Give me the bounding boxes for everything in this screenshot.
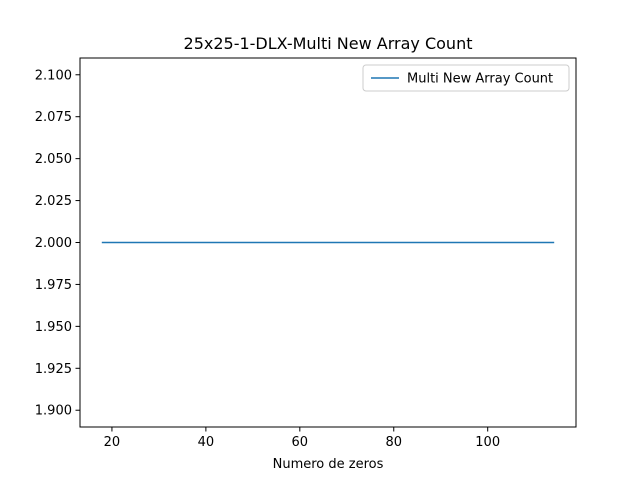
- y-axis: 1.900 1.925 1.950 1.975 2.000 2.025 2.050 2.075…: [35, 68, 80, 419]
- legend: Multi New Array Count: [362, 64, 570, 92]
- y-tick-label: 2.025: [35, 194, 72, 209]
- plot-area: [79, 57, 577, 428]
- y-tick-label: 1.925: [35, 362, 72, 377]
- x-tick-label: 20: [104, 435, 121, 450]
- y-tick-label: 2.050: [35, 152, 72, 167]
- y-tick-label: 2.000: [35, 236, 72, 251]
- y-tick-label: 1.975: [35, 278, 72, 293]
- legend-box: [362, 64, 570, 92]
- chart-title: 25x25-1-DLX-Multi New Array Count: [184, 34, 473, 53]
- x-tick-label: 40: [198, 435, 215, 450]
- x-tick-label: 80: [385, 435, 402, 450]
- legend-label: Multi New Array Count: [407, 72, 553, 87]
- x-tick-label: 60: [292, 435, 309, 450]
- y-tick-label: 2.100: [35, 68, 72, 83]
- x-tick-label: 100: [475, 435, 500, 450]
- x-axis-label: Numero de zeros: [273, 457, 384, 472]
- y-tick-label: 2.075: [35, 110, 72, 125]
- y-tick-label: 1.950: [35, 320, 72, 335]
- y-tick-label: 1.900: [35, 404, 72, 419]
- x-axis: 20 40 60 80 100: [104, 427, 500, 450]
